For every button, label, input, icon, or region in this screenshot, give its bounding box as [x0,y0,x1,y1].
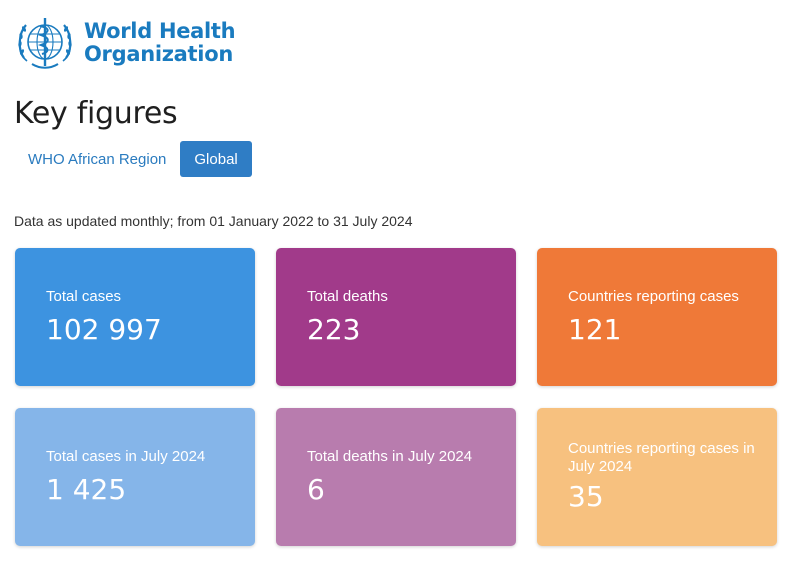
region-tabs: WHO African Region Global [14,141,252,177]
logo-line2: Organization [84,42,233,66]
card-total-deaths: Total deaths 223 [276,248,516,386]
card-value: 35 [568,480,604,513]
tab-who-african-region[interactable]: WHO African Region [28,150,167,168]
card-total-cases-july-2024: Total cases in July 2024 1 425 [15,408,255,546]
card-value: 6 [307,473,325,506]
logo-line1: World Health [84,19,236,43]
card-label: Total deaths [307,288,388,305]
card-label: Total cases [46,288,122,305]
card-value: 223 [307,313,361,346]
who-logo[interactable]: World Health Organization [14,12,236,74]
card-label: Countries reporting cases in July 2024 [568,440,755,475]
card-countries-reporting-cases-july-2024: Countries reporting cases in July 2024 3… [537,408,777,546]
card-value: 1 425 [46,473,127,506]
page-title: Key figures [14,96,178,131]
data-date-range-note: Data as updated monthly; from 01 January… [14,213,413,229]
tab-global[interactable]: Global [180,141,252,177]
logo-wordmark: World Health Organization [84,19,236,66]
who-emblem-icon [18,18,72,69]
card-label: Countries reporting cases [568,288,739,305]
card-value: 121 [568,313,622,346]
card-label: Total cases in July 2024 [46,448,206,465]
card-value: 102 997 [46,313,162,346]
card-countries-reporting-cases: Countries reporting cases 121 [537,248,777,386]
card-label: Total deaths in July 2024 [307,448,473,465]
card-total-cases: Total cases 102 997 [15,248,255,386]
card-total-deaths-july-2024: Total deaths in July 2024 6 [276,408,516,546]
